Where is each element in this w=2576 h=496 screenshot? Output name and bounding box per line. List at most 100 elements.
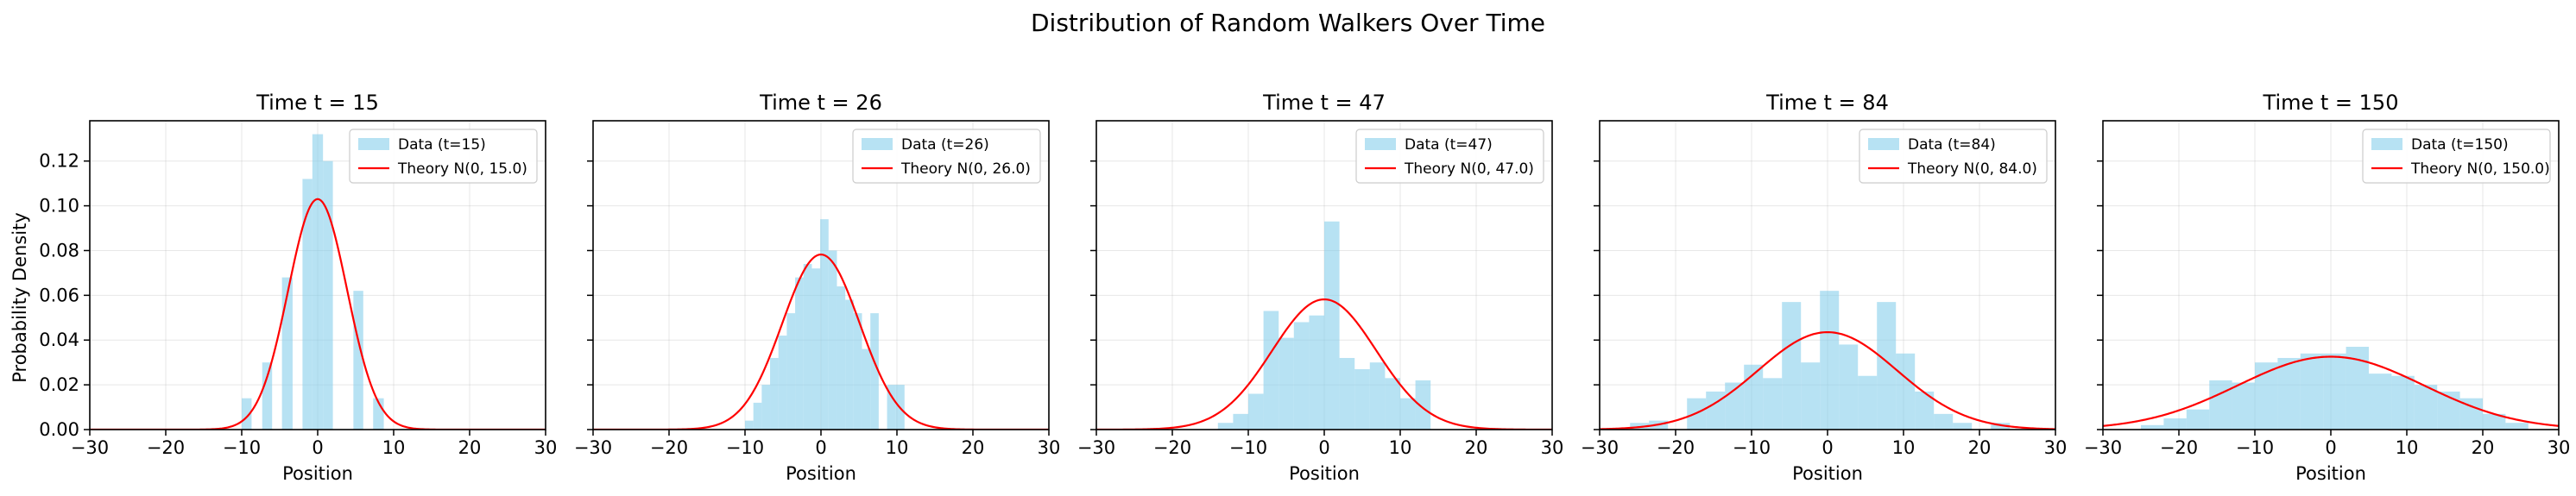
x-tick-label: 0 (1822, 437, 1833, 458)
histogram-bar (1763, 378, 1783, 430)
x-tick-label: −30 (574, 437, 612, 458)
panel-4: −30 −20 −10 0 10 20 30 Time t = 84 Position Data … (1581, 91, 2068, 484)
legend-swatch-hist (2371, 138, 2402, 150)
histogram-bar (1991, 423, 2011, 430)
x-tick-label: 0 (312, 437, 323, 458)
legend-box (1355, 129, 1544, 184)
histogram-bar (2163, 418, 2187, 430)
histogram-bar (803, 264, 812, 430)
x-tick-label: −30 (71, 437, 109, 458)
histogram-bar (2232, 382, 2255, 430)
histogram-bar (2141, 424, 2164, 430)
plot-area (2103, 347, 2559, 430)
histogram-bar (778, 336, 787, 430)
panel-5: −30 −20 −10 0 10 20 30 Time t = 150 Position Data… (2084, 91, 2571, 484)
panel-2: −30 −20 −10 0 10 20 30 Time t = 26 Position Data … (574, 91, 1061, 484)
histogram-bar (1415, 380, 1431, 430)
histogram-bar (2209, 380, 2232, 430)
x-tick-label: −10 (1229, 437, 1267, 458)
x-tick-label: 0 (2325, 437, 2336, 458)
legend-label: Data (t=26) (901, 136, 989, 154)
panel-1: −30 −20 −10 0 10 20 30 0.00 0.02 0.04 0.06 0.08 0.10… (39, 91, 557, 484)
histogram-bar (1217, 423, 1234, 430)
x-tick-label: −30 (1077, 437, 1115, 458)
x-axis-label: Position (1289, 463, 1360, 484)
legend-swatch-hist (862, 138, 893, 150)
histogram-bar (312, 134, 324, 430)
histogram-bar (828, 250, 837, 430)
histogram-bar (1706, 391, 1726, 430)
legend-box (1859, 129, 2048, 184)
x-tick-label: −20 (650, 437, 688, 458)
histogram-bar (1801, 362, 1821, 430)
legend-swatch-hist (358, 138, 389, 150)
histogram-bar (2277, 357, 2301, 430)
x-tick-label: 20 (2472, 437, 2495, 458)
y-tick-label: 0.08 (39, 240, 79, 261)
x-tick-label: 30 (1541, 437, 1564, 458)
x-tick-label: 30 (2548, 437, 2571, 458)
panel-title: Time t = 47 (1262, 91, 1386, 115)
histogram-bar (1293, 322, 1310, 430)
histogram-bar (2483, 413, 2506, 430)
histogram-bar (262, 362, 273, 430)
histogram-bar (242, 398, 252, 430)
x-tick-label: 10 (1892, 437, 1916, 458)
x-tick-label: 20 (1968, 437, 1992, 458)
histogram-bar (1839, 344, 1859, 430)
legend-label: Data (t=47) (1405, 136, 1493, 154)
plot-area (1600, 291, 2055, 430)
histogram-bar (1309, 315, 1324, 430)
histogram-bar (1279, 337, 1294, 430)
x-axis-label: Position (1792, 463, 1863, 484)
y-tick-label: 0.02 (39, 374, 79, 395)
y-tick-label: 0.12 (39, 151, 79, 172)
histogram-bar (1744, 364, 1764, 430)
x-tick-label: 30 (1038, 437, 1061, 458)
y-axis-label: Probability Density (9, 212, 30, 383)
legend-label: Theory N(0, 26.0) (900, 160, 1031, 178)
legend-swatch-hist (1365, 138, 1396, 150)
histogram-bar (770, 357, 779, 430)
legend: Data (t=47) Theory N(0, 47.0) (1355, 129, 1544, 184)
histogram-bar (1248, 393, 1264, 430)
x-tick-label: −20 (1657, 437, 1695, 458)
histogram-bar (281, 277, 293, 430)
histogram-bar (2369, 374, 2392, 430)
x-tick-label: 10 (2396, 437, 2419, 458)
legend: Data (t=150) Theory N(0, 150.0) (2362, 129, 2551, 184)
panel-title: Time t = 15 (256, 91, 379, 115)
histogram-bar (1339, 357, 1355, 430)
histogram-bar (761, 385, 771, 430)
legend: Data (t=26) Theory N(0, 26.0) (852, 129, 1041, 184)
figure-title: Distribution of Random Walkers Over Time (1031, 9, 1545, 37)
x-tick-label: 20 (1465, 437, 1488, 458)
legend-box (852, 129, 1041, 184)
histogram-bar (745, 420, 754, 430)
x-tick-label: −20 (1153, 437, 1191, 458)
x-tick-label: 10 (382, 437, 406, 458)
x-tick-label: −20 (2160, 437, 2198, 458)
plot-area (90, 134, 546, 430)
panel-3: −30 −20 −10 0 10 20 30 Time t = 47 Position Data … (1077, 91, 1564, 484)
histogram-bar (870, 313, 879, 430)
y-tick-label: 0.00 (39, 419, 79, 440)
x-tick-label: 10 (1389, 437, 1412, 458)
legend-label: Theory N(0, 15.0) (397, 160, 527, 178)
histogram-bar (1263, 311, 1279, 430)
x-axis-label: Position (2295, 463, 2366, 484)
histogram-bar (2186, 409, 2210, 430)
histogram-bar (1354, 368, 1370, 430)
x-tick-label: −30 (1581, 437, 1619, 458)
histogram-bar (1324, 221, 1340, 430)
theory-curve (1096, 298, 1552, 430)
histogram-bar (323, 160, 333, 430)
histogram-bar (753, 402, 762, 430)
histogram-bar (2414, 385, 2438, 430)
histogram-bar (1782, 302, 1802, 430)
histogram-bar (1820, 291, 1840, 430)
histogram-bar (1915, 391, 1935, 430)
histogram-bar (1233, 413, 1248, 430)
histogram-bar (1858, 375, 1878, 430)
legend-box (2362, 129, 2551, 184)
